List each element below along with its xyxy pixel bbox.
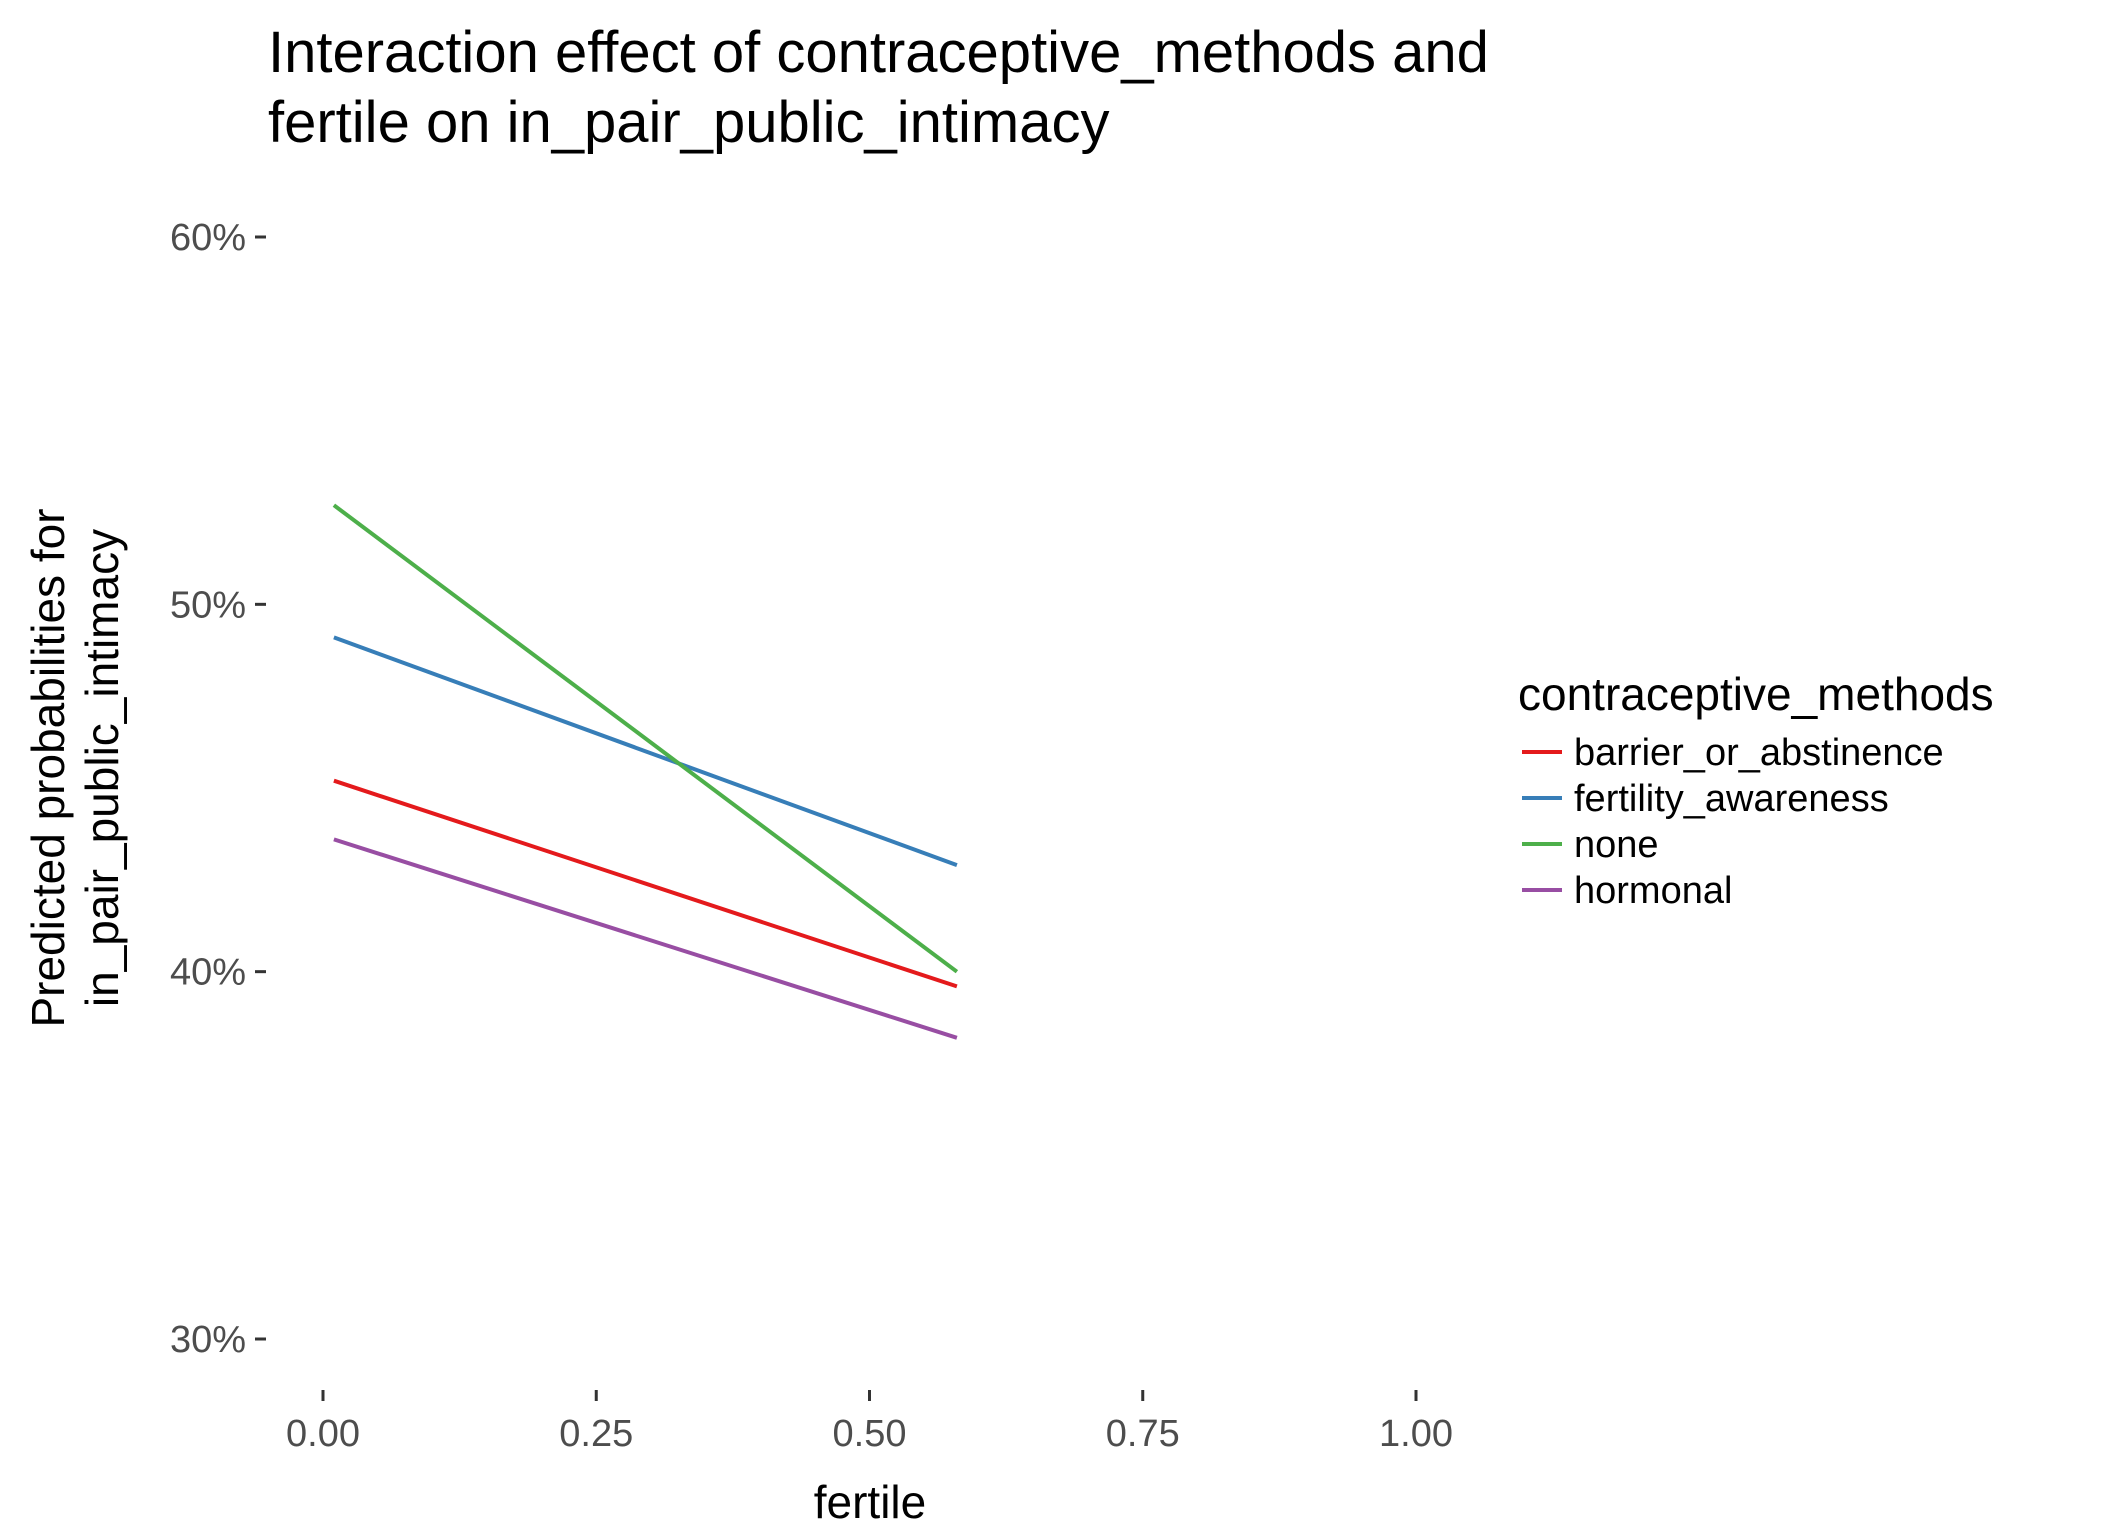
y-tick-label: 40% (170, 952, 246, 994)
y-axis-title-line-1: Predicted probabilities for (22, 508, 74, 1027)
series-line-none (332, 503, 959, 974)
x-axis-title: fertile (814, 1476, 926, 1528)
chart-title: Interaction effect of contraceptive_meth… (268, 20, 1489, 155)
legend-title: contraceptive_methods (1518, 668, 1994, 720)
series-line-fertility-awareness (333, 635, 958, 867)
x-tick-label: 0.25 (559, 1413, 633, 1455)
y-axis: 30% 40% 50% 60% (170, 217, 266, 1361)
y-tick-label: 60% (170, 217, 246, 259)
series-line-barrier-or-abstinence (333, 778, 958, 989)
chart-title-line-1: Interaction effect of contraceptive_meth… (268, 20, 1489, 85)
series-line-hormonal (333, 837, 958, 1040)
x-tick-label: 0.50 (833, 1413, 907, 1455)
x-tick-label: 0.75 (1106, 1413, 1180, 1455)
legend-fertility-awareness-label: fertility_awareness (1574, 778, 1889, 820)
x-tick-label: 0.00 (286, 1413, 360, 1455)
legend-none-label: none (1574, 824, 1659, 866)
legend-barrier-or-abstinence-label: barrier_or_abstinence (1574, 732, 1944, 774)
x-axis: 0.00 0.25 0.50 0.75 1.00 (286, 1390, 1453, 1455)
y-tick-label: 50% (170, 584, 246, 626)
x-tick-label: 1.00 (1379, 1413, 1453, 1455)
legend: contraceptive_methods barrier_or_abstine… (1518, 668, 1994, 912)
y-tick-label: 30% (170, 1319, 246, 1361)
legend-hormonal-label: hormonal (1574, 870, 1732, 912)
plot-area (332, 503, 959, 1040)
y-axis-title-line-2: in_pair_public_intimacy (76, 529, 128, 1007)
chart-title-line-2: fertile on in_pair_public_intimacy (268, 90, 1109, 155)
y-axis-title: Predicted probabilities for in_pair_publ… (22, 508, 128, 1027)
